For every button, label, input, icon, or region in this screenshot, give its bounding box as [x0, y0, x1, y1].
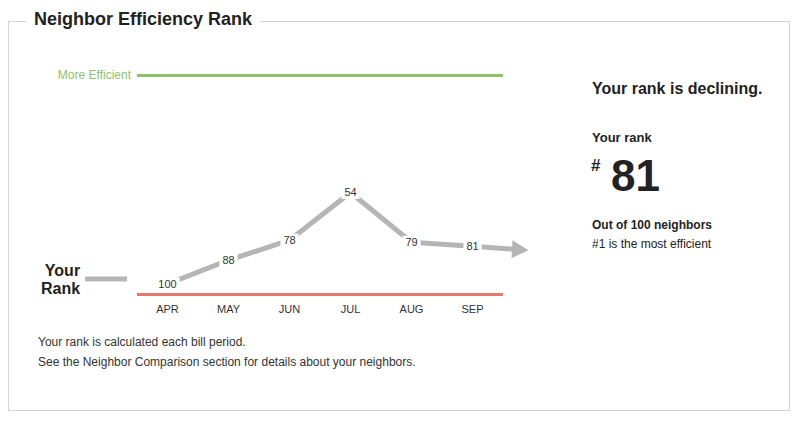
svg-text:Out of 100 neighbors: Out of 100 neighbors — [592, 218, 712, 232]
svg-text:Your: Your — [45, 262, 80, 279]
svg-text:APR: APR — [156, 303, 179, 315]
svg-text:JUN: JUN — [279, 303, 300, 315]
svg-text:Your rank is calculated each b: Your rank is calculated each bill period… — [38, 335, 246, 349]
svg-text:88: 88 — [222, 254, 234, 266]
svg-text:79: 79 — [405, 236, 417, 248]
svg-text:Your rank is declining.: Your rank is declining. — [592, 80, 762, 97]
svg-text:More Efficient: More Efficient — [58, 68, 132, 82]
svg-text:#: # — [591, 156, 601, 175]
svg-text:81: 81 — [466, 240, 478, 252]
svg-text:Your rank: Your rank — [592, 130, 652, 145]
svg-text:JUL: JUL — [341, 303, 361, 315]
svg-text:AUG: AUG — [400, 303, 424, 315]
svg-text:100: 100 — [158, 278, 176, 290]
svg-text:78: 78 — [283, 234, 295, 246]
svg-text:MAY: MAY — [217, 303, 241, 315]
svg-text:81: 81 — [611, 151, 660, 200]
svg-text:See the Neighbor Comparison se: See the Neighbor Comparison section for … — [38, 355, 416, 369]
svg-text:54: 54 — [344, 186, 356, 198]
svg-text:#1 is the most efficient: #1 is the most efficient — [592, 237, 712, 251]
svg-text:Neighbor Efficiency Rank: Neighbor Efficiency Rank — [34, 9, 253, 29]
svg-text:Rank: Rank — [41, 280, 80, 297]
svg-text:SEP: SEP — [461, 303, 483, 315]
